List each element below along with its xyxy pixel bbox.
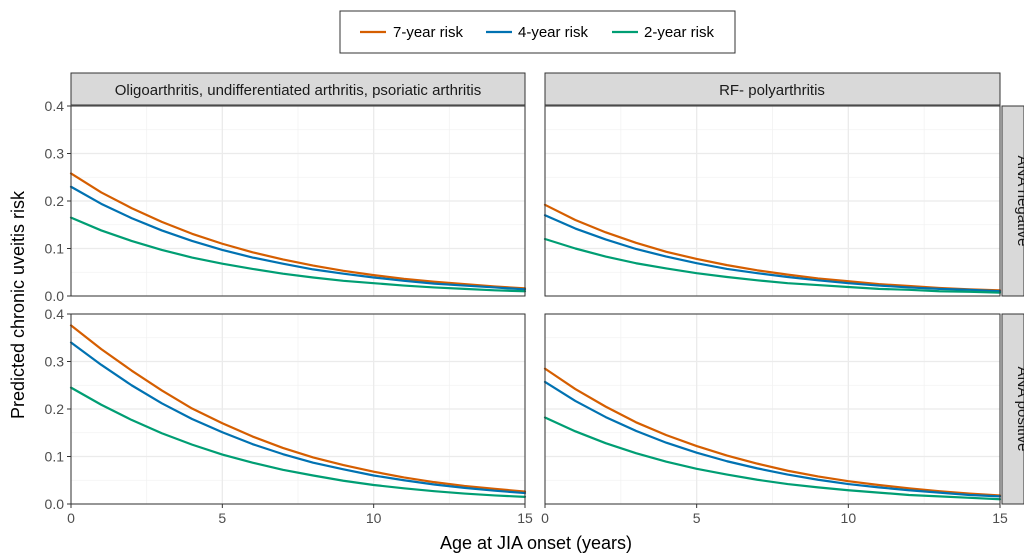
row-strip-1-bg [1001, 313, 1024, 505]
y-tick-label: 0.1 [45, 241, 65, 257]
y-tick-label: 0.1 [45, 449, 65, 465]
series-line-4-year-risk [69, 185, 527, 291]
column-strip-0-bg [70, 72, 526, 106]
row-strip-1-label: ANA positive [1014, 366, 1024, 451]
panel-border [544, 105, 1001, 297]
row-strip-0: ANA negative [1001, 105, 1024, 297]
panel-0: 0.0 0.1 0.2 0.3 0.4 [45, 98, 527, 304]
column-strip-0: Oligoarthritis, undifferentiated arthrit… [70, 72, 526, 106]
legend-label-2-year: 2-year risk [644, 24, 715, 41]
x-tick-label: 10 [366, 510, 382, 526]
y-tick-label: 0.2 [45, 401, 65, 417]
series-line-4-year-risk [69, 341, 527, 495]
x-tick-label: 0 [541, 510, 549, 526]
series-line-4-year-risk [543, 380, 1002, 498]
x-tick-label: 15 [517, 510, 533, 526]
column-strip-1: RF- polyarthritis [544, 72, 1001, 106]
row-strip-0-bg [1001, 105, 1024, 297]
series-line-4-year-risk [543, 214, 1002, 293]
series-line-2-year-risk [69, 386, 527, 498]
legend: 7-year risk 4-year risk 2-year risk [339, 10, 736, 54]
x-tick-label: 0 [67, 510, 75, 526]
series-line-2-year-risk [543, 237, 1002, 294]
y-tick-label: 0.2 [45, 193, 65, 209]
y-tick-label: 0.4 [45, 306, 65, 322]
panel-2: 0.0 0.1 0.2 0.3 0.4 0 5 10 15 [45, 306, 533, 526]
column-strip-1-bg [544, 72, 1001, 106]
series-line-2-year-risk [543, 416, 1002, 501]
row-strip-1: ANA positive [1001, 313, 1024, 505]
column-strip-1-label: RF- polyarthritis [719, 82, 825, 99]
legend-label-4-year: 4-year risk [518, 24, 589, 41]
y-tick-label: 0.3 [45, 146, 65, 162]
panel-1 [543, 105, 1002, 297]
y-tick-label: 0.4 [45, 98, 65, 114]
x-axis-title: Age at JIA onset (years) [440, 533, 632, 553]
y-tick-label: 0.3 [45, 354, 65, 370]
series-line-7-year-risk [69, 172, 527, 290]
series-line-7-year-risk [543, 203, 1002, 292]
x-tick-label: 5 [693, 510, 701, 526]
series-line-7-year-risk [69, 324, 527, 493]
row-strip-0-label: ANA negative [1014, 156, 1024, 247]
series-line-7-year-risk [543, 367, 1002, 497]
x-tick-label: 5 [218, 510, 226, 526]
panels: 0.0 0.1 0.2 0.3 0.4 0.0 0.1 0.2 0.3 0.4 0 5 10 15 0 5 10… [45, 98, 1008, 526]
y-axis-title: Predicted chronic uveitis risk [8, 190, 28, 419]
panel-border [544, 313, 1001, 505]
x-tick-label: 15 [992, 510, 1008, 526]
legend-box [339, 10, 736, 54]
legend-label-7-year: 7-year risk [393, 24, 464, 41]
column-strip-0-label: Oligoarthritis, undifferentiated arthrit… [115, 82, 482, 99]
x-tick-label: 10 [841, 510, 857, 526]
panel-3: 0 5 10 15 [541, 313, 1008, 526]
series-line-2-year-risk [69, 216, 527, 293]
y-tick-label: 0.0 [45, 496, 65, 512]
y-tick-label: 0.0 [45, 288, 65, 304]
